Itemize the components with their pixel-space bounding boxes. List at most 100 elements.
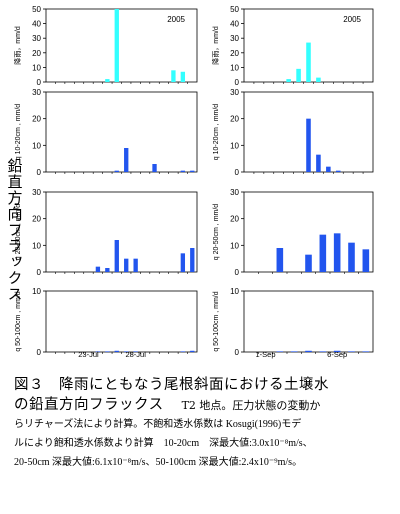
caption-line-3: らリチャーズ法により計算。不飽和透水係数は Kosugi(1996)モデ — [14, 419, 302, 430]
vertical-flux-title: 鉛直方向フラックス — [2, 110, 28, 350]
bar — [348, 242, 355, 272]
panel-left-rain: 0 10 20 30 40 50 降雨，mm/d 2005 — [13, 5, 198, 87]
x-tick-label: 1-Sep — [255, 350, 275, 359]
y-tick-label: 20 — [230, 115, 239, 124]
bar — [133, 351, 138, 352]
y-tick-label: 30 — [230, 88, 239, 97]
y-tick-label: 10 — [32, 141, 41, 150]
y-tick-label: 20 — [230, 49, 239, 58]
bar — [319, 234, 327, 272]
y-tick-label: 10 — [32, 287, 41, 296]
panel-right-q20-50: 0 10 20 30 q 20-50cm , mm/d — [213, 188, 374, 277]
y-tick-label: 10 — [230, 63, 239, 72]
bar — [114, 170, 119, 172]
bar — [190, 248, 195, 272]
year-label: 2005 — [343, 15, 361, 24]
y-axis-label: 降雨，mm/d — [13, 26, 22, 65]
y-tick-label: 30 — [32, 88, 41, 97]
caption-line-2-main: の鉛直方向フラックス — [14, 397, 164, 413]
y-tick-label: 0 — [235, 268, 240, 277]
bar — [105, 79, 110, 82]
panel-left-q10-20: 0 10 20 30 q 10-20cm , mm/d — [15, 88, 198, 177]
bar — [306, 42, 311, 82]
y-tick-label: 30 — [32, 188, 41, 197]
y-axis-label: 降雨，mm/d — [211, 26, 220, 65]
bar — [105, 268, 110, 272]
bar — [290, 351, 298, 352]
y-tick-label: 20 — [32, 49, 41, 58]
bar — [114, 240, 119, 272]
plot-frame — [45, 8, 198, 83]
bar — [190, 170, 195, 172]
bar — [348, 351, 355, 352]
y-axis-label: q 10-20cm , mm/d — [15, 104, 22, 161]
bar — [296, 68, 301, 82]
bar — [326, 166, 331, 172]
side-title-text: 鉛直方向フラックス — [5, 158, 24, 302]
bar — [114, 350, 119, 352]
bar — [305, 254, 312, 272]
bar — [335, 170, 341, 172]
bar — [306, 118, 311, 172]
y-tick-label: 50 — [32, 5, 41, 14]
panel-right-q50-100: 0 10 q 50-100cm , mm/d 1-Sep 6-Sep — [213, 287, 374, 359]
y-tick-label: 0 — [37, 168, 42, 177]
bar — [190, 350, 195, 352]
x-tick-label: 28-Jul — [125, 350, 146, 359]
x-tick-label: 6-Sep — [327, 350, 347, 359]
bar — [105, 351, 110, 352]
bar — [276, 351, 284, 352]
bar — [124, 351, 129, 352]
bar — [133, 258, 138, 272]
bar — [180, 253, 186, 272]
bar — [180, 170, 186, 172]
y-axis-label: q 20-50cm , mm/d — [213, 204, 220, 261]
y-tick-label: 10 — [32, 241, 41, 250]
y-tick-label: 0 — [37, 78, 42, 87]
bar — [114, 9, 119, 82]
panel-right-q10-20: 0 10 20 30 q 10-20cm , mm/d — [213, 88, 374, 177]
x-tick-label: 23-Jul — [78, 350, 99, 359]
plot-frame — [45, 191, 198, 273]
bar — [180, 351, 186, 352]
y-tick-label: 0 — [37, 348, 42, 357]
panel-left-q20-50: 0 10 20 30 q 20-50cm , mm/d — [15, 188, 198, 277]
caption-line-2-sub: T2 地点。圧力状態の変動か — [181, 399, 321, 412]
bar — [95, 351, 101, 352]
year-label: 2005 — [167, 15, 185, 24]
bar — [333, 233, 341, 272]
y-tick-label: 0 — [37, 268, 42, 277]
caption-line-5: 20-50cm 深最大値:6.1x10⁻⁸m/s、50-100cm 深最大値:2… — [14, 457, 303, 468]
y-tick-label: 10 — [230, 241, 239, 250]
y-tick-label: 0 — [235, 348, 240, 357]
bar — [95, 266, 101, 272]
y-tick-label: 10 — [32, 63, 41, 72]
y-tick-label: 20 — [32, 215, 41, 224]
bar — [152, 164, 157, 172]
y-tick-label: 20 — [32, 115, 41, 124]
bar — [124, 148, 129, 172]
y-axis-label: q 20-50cm , mm/d — [15, 204, 22, 261]
caption-line-2: の鉛直方向フラックス T2 地点。圧力状態の変動か — [14, 395, 394, 415]
panel-left-q50-100: 0 10 q 50-100cm , mm/d 23-Jul 28-Jul — [15, 287, 198, 359]
y-tick-label: 30 — [32, 34, 41, 43]
bar — [171, 70, 176, 82]
y-axis-label: q 50-100cm , mm/d — [213, 291, 220, 351]
y-axis-label: q 50-100cm , mm/d — [15, 291, 22, 351]
y-tick-label: 10 — [230, 287, 239, 296]
figure-caption: 図３ 降雨にともなう尾根斜面における土壌水 の鉛直方向フラックス T2 地点。圧… — [14, 376, 394, 472]
bar — [316, 77, 321, 82]
plot-frame — [45, 91, 198, 173]
plot-frame — [45, 290, 198, 353]
y-tick-label: 30 — [230, 34, 239, 43]
y-tick-label: 0 — [235, 168, 240, 177]
caption-line-4: ルにより飽和透水係数より計算 10-20cm 深最大値:3.0x10⁻⁸m/s、 — [14, 438, 313, 449]
y-tick-label: 50 — [230, 5, 239, 14]
y-tick-label: 40 — [32, 20, 41, 29]
bar — [286, 79, 291, 82]
y-tick-label: 20 — [230, 215, 239, 224]
bar — [319, 351, 327, 352]
panel-right-rain: 0 10 20 30 40 50 降雨，mm/d 2005 — [211, 5, 374, 87]
bar — [362, 351, 370, 352]
bar — [333, 350, 341, 352]
